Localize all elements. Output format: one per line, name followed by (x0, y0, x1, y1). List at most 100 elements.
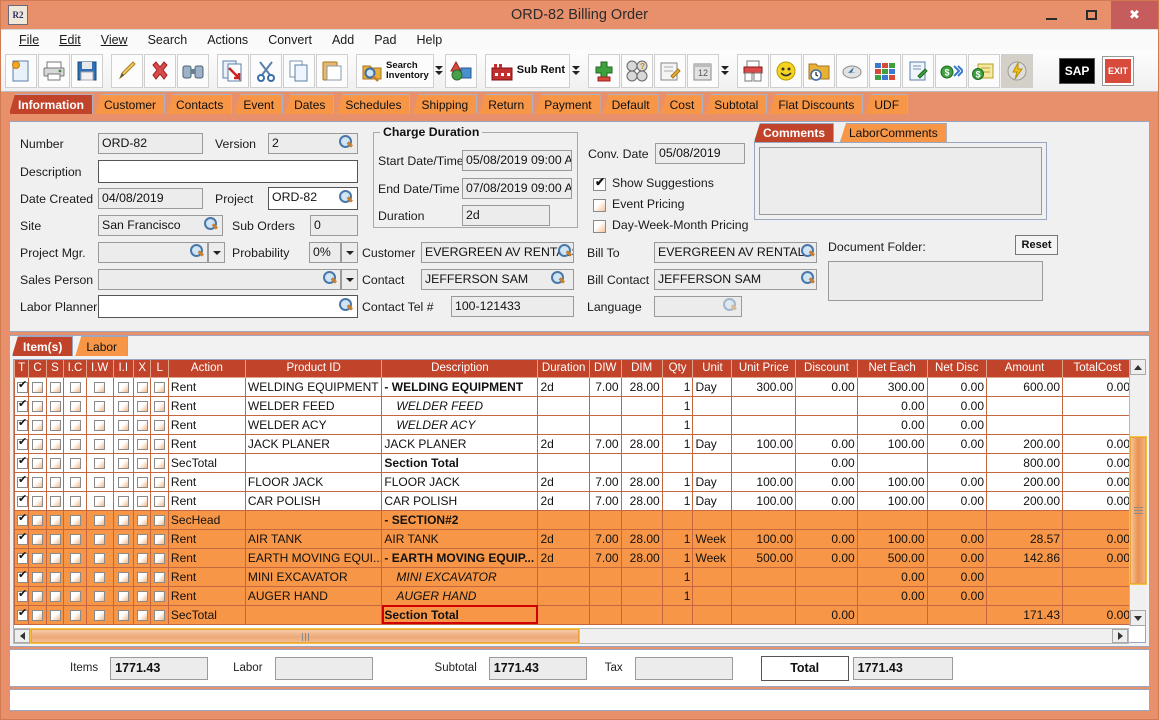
cell-product-id[interactable]: CAR POLISH (244, 490, 383, 511)
cell-unit-price[interactable]: 100.00 (731, 433, 797, 454)
cell-net-each[interactable]: 0.00 (856, 395, 928, 416)
cell-discount[interactable] (795, 585, 858, 606)
tab-return[interactable]: Return (479, 94, 534, 114)
description-field[interactable] (98, 160, 358, 183)
cell-qty[interactable]: 1 (661, 395, 694, 416)
cell-discount[interactable] (795, 566, 858, 587)
row-checkbox-cell-2[interactable] (45, 395, 65, 416)
cell-net-each[interactable]: 500.00 (856, 547, 928, 568)
col-l[interactable]: L (150, 360, 169, 378)
row-checkbox-cell-6[interactable] (133, 585, 152, 606)
unchecked-checkbox-icon[interactable] (32, 571, 44, 583)
row-checkbox-cell-6[interactable] (133, 509, 152, 530)
unchecked-checkbox-icon[interactable] (117, 495, 129, 507)
cell-diw[interactable] (588, 585, 622, 606)
row-checkbox-cell-1[interactable] (28, 528, 47, 549)
menu-add[interactable]: Add (322, 33, 364, 47)
cell-net-each[interactable]: 0.00 (856, 414, 928, 435)
unchecked-checkbox-icon[interactable] (136, 457, 148, 469)
unchecked-checkbox-icon[interactable] (117, 590, 129, 602)
checked-checkbox-icon[interactable] (17, 473, 28, 488)
unchecked-checkbox-icon[interactable] (32, 495, 44, 507)
cell-action[interactable]: SecHead (167, 509, 246, 530)
cell-description[interactable]: AUGER HAND (381, 585, 539, 606)
cell-unit-price[interactable]: 100.00 (731, 490, 797, 511)
cell-amount[interactable]: 200.00 (986, 433, 1063, 454)
cell-unit[interactable]: Day (692, 490, 733, 511)
unchecked-checkbox-icon[interactable] (32, 400, 44, 412)
scroll-down-button[interactable] (1130, 610, 1146, 626)
cell-total-cost[interactable]: 0.00 (1062, 433, 1133, 454)
cell-description[interactable]: FLOOR JACK (381, 471, 539, 492)
row-checkbox-cell-3[interactable] (63, 585, 87, 606)
unchecked-checkbox-icon[interactable] (32, 514, 44, 526)
unchecked-checkbox-icon[interactable] (69, 609, 81, 621)
bill-to-field[interactable]: EVERGREEN AV RENTALS (654, 242, 817, 263)
cell-amount[interactable] (986, 414, 1063, 435)
new-document-button[interactable] (5, 53, 37, 88)
cell-net-each[interactable]: 0.00 (856, 566, 928, 587)
history-folder-button[interactable] (803, 53, 836, 88)
unchecked-checkbox-icon[interactable] (49, 495, 61, 507)
cell-unit-price[interactable]: 500.00 (731, 547, 797, 568)
row-checkbox-cell-5[interactable] (112, 433, 135, 454)
number-field[interactable]: ORD-82 (98, 133, 203, 154)
row-checkbox-cell-1[interactable] (28, 604, 47, 625)
grid-vertical-scrollbar[interactable] (1129, 359, 1147, 626)
cell-total-cost[interactable]: 0.00 (1062, 604, 1133, 625)
cell-discount[interactable]: 0.00 (795, 433, 858, 454)
unchecked-checkbox-icon[interactable] (136, 609, 148, 621)
cell-action[interactable]: Rent (167, 566, 246, 587)
unchecked-checkbox-icon[interactable] (69, 381, 81, 393)
col-amount[interactable]: Amount (986, 360, 1063, 378)
cell-duration[interactable] (537, 604, 590, 625)
row-checkbox-cell-5[interactable] (112, 452, 135, 473)
cell-diw[interactable]: 7.00 (588, 433, 622, 454)
unchecked-checkbox-icon[interactable] (154, 514, 166, 526)
cell-description[interactable]: - SECTION#2 (381, 509, 539, 530)
cell-diw[interactable]: 7.00 (588, 471, 622, 492)
cell-dim[interactable] (620, 604, 663, 625)
subtotal-field[interactable]: 1771.43 (488, 656, 587, 680)
row-checkbox-cell-7[interactable] (150, 376, 169, 397)
money-transfer-button[interactable]: $ (935, 53, 968, 88)
checked-checkbox-icon[interactable] (17, 416, 28, 431)
row-checkbox-cell-5[interactable] (112, 395, 135, 416)
cell-duration[interactable]: 2d (537, 547, 590, 568)
cell-diw[interactable]: 7.00 (588, 490, 622, 511)
project-mgr-field[interactable] (98, 242, 208, 263)
cell-product-id[interactable]: FLOOR JACK (244, 471, 383, 492)
row-checkbox-cell-3[interactable] (63, 376, 87, 397)
unchecked-checkbox-icon[interactable] (154, 476, 166, 488)
cell-product-id[interactable]: EARTH MOVING EQUI... (244, 547, 383, 568)
row-checkbox-cell-0[interactable] (14, 376, 30, 397)
row-checkbox-cell-3[interactable] (63, 547, 87, 568)
language-search-icon[interactable] (723, 298, 738, 313)
cell-total-cost[interactable]: 0.00 (1062, 452, 1133, 473)
col-net-disc[interactable]: Net Disc (926, 360, 988, 378)
unchecked-checkbox-icon[interactable] (136, 514, 148, 526)
row-checkbox-cell-0[interactable] (14, 414, 30, 435)
cell-unit[interactable]: Day (692, 433, 733, 454)
copy-button[interactable] (283, 53, 315, 88)
scroll-right-button[interactable] (1112, 629, 1128, 643)
cell-net-each[interactable]: 100.00 (856, 471, 928, 492)
cell-product-id[interactable]: WELDING EQUIPMENT (244, 376, 383, 397)
unchecked-checkbox-icon[interactable] (94, 552, 106, 564)
row-checkbox-cell-2[interactable] (45, 547, 65, 568)
cell-product-id[interactable] (244, 509, 383, 530)
unchecked-checkbox-icon[interactable] (136, 476, 148, 488)
cell-net-each[interactable]: 100.00 (856, 433, 928, 454)
unchecked-checkbox-icon[interactable] (94, 381, 106, 393)
cell-qty[interactable]: 1 (661, 585, 694, 606)
unchecked-checkbox-icon[interactable] (154, 552, 166, 564)
paste-button[interactable] (316, 53, 348, 88)
probability-dropdown[interactable] (341, 242, 358, 263)
checked-checkbox-icon[interactable] (17, 530, 28, 545)
unchecked-checkbox-icon[interactable] (136, 419, 148, 431)
row-checkbox-cell-3[interactable] (63, 566, 87, 587)
unchecked-checkbox-icon[interactable] (154, 495, 166, 507)
cell-net-each[interactable] (856, 452, 928, 473)
cut-button[interactable] (250, 53, 282, 88)
